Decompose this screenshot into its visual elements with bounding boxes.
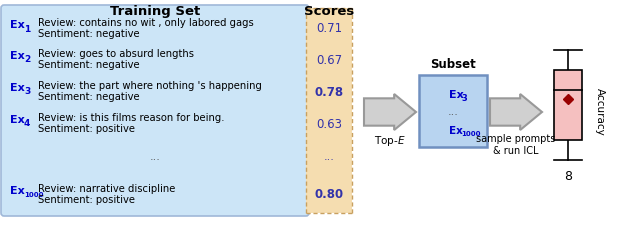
Text: Subset: Subset [430, 58, 476, 72]
Text: Review: is this films reason for being.: Review: is this films reason for being. [38, 113, 225, 123]
Text: Ex: Ex [449, 126, 463, 136]
Text: Scores: Scores [304, 5, 354, 18]
Text: Sentiment: negative: Sentiment: negative [38, 60, 140, 70]
Text: 4: 4 [24, 119, 30, 128]
Text: 0.78: 0.78 [314, 86, 344, 99]
Text: 0.67: 0.67 [316, 54, 342, 67]
Bar [306, 8, 352, 213]
Text: 0.71: 0.71 [316, 22, 342, 36]
Text: Accuracy: Accuracy [595, 88, 605, 136]
Bar [554, 70, 582, 140]
FancyBboxPatch shape [419, 75, 487, 147]
Text: 2: 2 [24, 56, 30, 65]
Text: Review: the part where nothing 's happening: Review: the part where nothing 's happen… [38, 81, 262, 91]
FancyBboxPatch shape [1, 5, 309, 216]
Text: 0.80: 0.80 [314, 189, 344, 202]
Text: Sentiment: positive: Sentiment: positive [38, 195, 135, 205]
Text: 8: 8 [564, 171, 572, 184]
Text: Ex: Ex [10, 83, 25, 93]
Text: Review: contains no wit , only labored gags: Review: contains no wit , only labored g… [38, 18, 253, 28]
Text: ...: ... [324, 152, 335, 162]
Text: Ex: Ex [10, 20, 25, 30]
Text: 1000: 1000 [461, 131, 481, 137]
Text: 0.63: 0.63 [316, 117, 342, 130]
Text: sample prompts
& run ICL: sample prompts & run ICL [476, 134, 556, 156]
Text: Ex: Ex [10, 115, 25, 125]
Text: ...: ... [150, 152, 161, 162]
Text: 1000: 1000 [24, 192, 44, 198]
Text: Sentiment: negative: Sentiment: negative [38, 29, 140, 39]
Text: 3: 3 [461, 94, 467, 103]
Text: Review: goes to absurd lengths: Review: goes to absurd lengths [38, 49, 194, 59]
Text: Review: narrative discipline: Review: narrative discipline [38, 184, 175, 194]
Text: 1: 1 [24, 25, 30, 34]
Polygon shape [364, 94, 416, 130]
Polygon shape [490, 94, 542, 130]
Text: Training Set: Training Set [110, 5, 200, 18]
Text: 3: 3 [24, 88, 30, 97]
Text: Sentiment: positive: Sentiment: positive [38, 124, 135, 134]
Text: ...: ... [447, 108, 458, 117]
Text: Ex: Ex [449, 90, 464, 100]
Text: Sentiment: negative: Sentiment: negative [38, 92, 140, 102]
Text: Ex: Ex [10, 186, 25, 196]
Text: Ex: Ex [10, 51, 25, 61]
Text: Top-$E$: Top-$E$ [374, 134, 406, 148]
